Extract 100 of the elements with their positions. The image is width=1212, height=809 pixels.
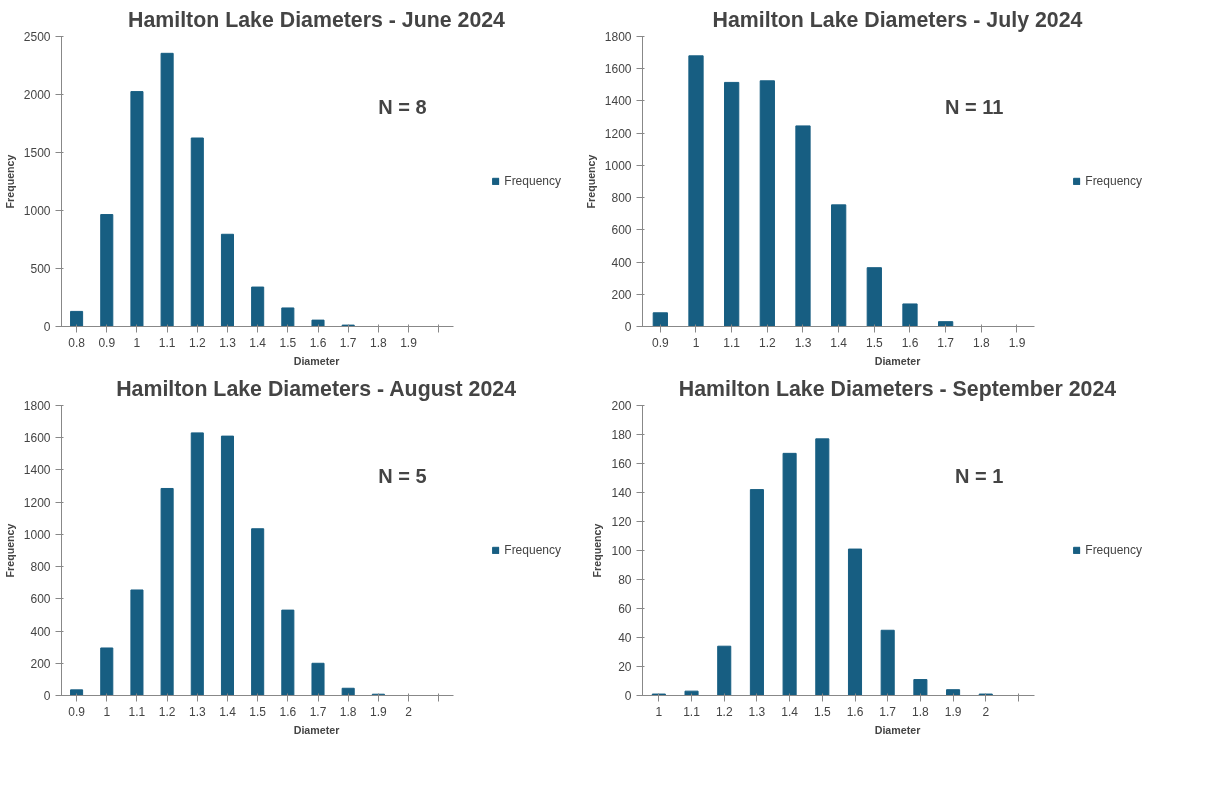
y-axis-title: Frequency bbox=[591, 523, 604, 578]
y-tick-label: 1000 bbox=[604, 158, 632, 173]
x-tick-label: 1 bbox=[655, 704, 663, 719]
y-tick-label: 1800 bbox=[604, 30, 632, 44]
x-tick-label: 1 bbox=[103, 704, 111, 719]
x-tick-label: 1.4 bbox=[219, 704, 237, 719]
x-tick-label: 1.7 bbox=[879, 704, 897, 719]
x-tick-label: 2 bbox=[405, 704, 413, 719]
y-axis-title: Frequency bbox=[584, 154, 597, 209]
x-tick-label: 0.8 bbox=[68, 335, 86, 350]
y-tick-label: 20 bbox=[618, 660, 632, 674]
y-tick-label: 0 bbox=[43, 320, 51, 334]
annotation: N = 8 bbox=[378, 95, 427, 118]
y-tick-label: 1500 bbox=[23, 146, 51, 160]
y-tick-label: 500 bbox=[30, 262, 51, 276]
x-axis-title: Diameter bbox=[293, 354, 340, 367]
legend-label: Frequency bbox=[1085, 543, 1142, 557]
y-tick-label: 400 bbox=[30, 624, 51, 639]
x-tick-label: 1.1 bbox=[158, 335, 176, 350]
y-tick-label: 200 bbox=[611, 287, 632, 302]
x-tick-label: 1.5 bbox=[865, 335, 883, 350]
x-tick-label: 2 bbox=[982, 704, 990, 719]
y-tick-label: 1400 bbox=[23, 463, 51, 478]
x-tick-label: 1.9 bbox=[1008, 335, 1026, 350]
x-axis-title: Diameter bbox=[293, 723, 340, 736]
y-tick-label: 600 bbox=[30, 592, 51, 607]
y-tick-label: 120 bbox=[611, 515, 632, 529]
x-tick-label: 1.6 bbox=[309, 335, 327, 350]
y-tick-label: 800 bbox=[30, 560, 51, 575]
x-tick-label: 1.8 bbox=[972, 335, 990, 350]
x-tick-label: 1.3 bbox=[794, 335, 812, 350]
x-tick-label: 1.6 bbox=[901, 335, 919, 350]
x-tick-label: 1.2 bbox=[758, 335, 776, 350]
y-tick-label: 600 bbox=[611, 223, 632, 238]
x-tick-label: 0.9 bbox=[651, 335, 669, 350]
y-tick-label: 1600 bbox=[604, 62, 632, 77]
y-tick-label: 1200 bbox=[23, 495, 51, 510]
annotation: N = 1 bbox=[955, 464, 1004, 487]
x-tick-label: 1.1 bbox=[723, 335, 741, 350]
chart-title: Hamilton Lake Diameters - September 2024 bbox=[678, 376, 1117, 401]
y-tick-label: 1200 bbox=[604, 126, 632, 141]
y-tick-label: 1600 bbox=[23, 431, 51, 446]
y-tick-label: 0 bbox=[43, 689, 51, 703]
y-tick-label: 0 bbox=[624, 320, 632, 334]
chart-title: Hamilton Lake Diameters - June 2024 bbox=[128, 7, 506, 32]
y-tick-label: 160 bbox=[611, 457, 632, 471]
y-axis-title: Frequency bbox=[3, 154, 16, 209]
x-tick-label: 1.1 bbox=[683, 704, 701, 719]
y-tick-label: 1800 bbox=[23, 399, 51, 413]
x-tick-label: 1.2 bbox=[188, 335, 206, 350]
x-tick-label: 1.3 bbox=[748, 704, 766, 719]
x-tick-label: 1.1 bbox=[128, 704, 146, 719]
y-tick-label: 1000 bbox=[23, 204, 51, 218]
x-axis-title: Diameter bbox=[874, 723, 921, 736]
x-tick-label: 0.9 bbox=[98, 335, 116, 350]
x-tick-label: 1.3 bbox=[219, 335, 237, 350]
x-tick-label: 1.7 bbox=[309, 704, 327, 719]
y-tick-label: 1400 bbox=[604, 94, 632, 109]
y-tick-label: 200 bbox=[30, 656, 51, 671]
x-tick-label: 1.8 bbox=[912, 704, 930, 719]
chart-title: Hamilton Lake Diameters - August 2024 bbox=[116, 376, 517, 401]
y-tick-label: 2000 bbox=[23, 88, 51, 102]
y-tick-label: 180 bbox=[611, 428, 632, 442]
y-tick-label: 400 bbox=[611, 255, 632, 270]
x-tick-label: 1.9 bbox=[400, 335, 418, 350]
annotation: N = 5 bbox=[378, 464, 427, 487]
x-tick-label: 1.7 bbox=[937, 335, 955, 350]
x-axis-title: Diameter bbox=[874, 354, 921, 367]
annotation: N = 11 bbox=[944, 95, 1004, 118]
legend-label: Frequency bbox=[1085, 174, 1142, 188]
x-tick-label: 1.4 bbox=[249, 335, 267, 350]
x-tick-label: 1.9 bbox=[944, 704, 962, 719]
x-tick-label: 1.2 bbox=[158, 704, 176, 719]
y-tick-label: 40 bbox=[618, 631, 632, 645]
y-tick-label: 140 bbox=[611, 486, 632, 500]
x-tick-label: 1 bbox=[133, 335, 141, 350]
y-tick-label: 0 bbox=[624, 689, 632, 703]
x-tick-label: 1.6 bbox=[279, 704, 297, 719]
y-axis-title: Frequency bbox=[3, 523, 16, 578]
y-tick-label: 80 bbox=[618, 573, 632, 587]
legend-label: Frequency bbox=[504, 174, 561, 188]
x-tick-label: 1.7 bbox=[339, 335, 357, 350]
x-tick-label: 1.8 bbox=[339, 704, 357, 719]
x-tick-label: 1.3 bbox=[188, 704, 206, 719]
y-tick-label: 2500 bbox=[23, 30, 51, 44]
x-tick-label: 1.4 bbox=[781, 704, 799, 719]
y-tick-label: 800 bbox=[611, 191, 632, 206]
x-tick-label: 1.5 bbox=[813, 704, 831, 719]
y-tick-label: 100 bbox=[611, 544, 632, 558]
x-tick-label: 1.2 bbox=[715, 704, 733, 719]
x-tick-label: 0.9 bbox=[68, 704, 86, 719]
y-tick-label: 60 bbox=[618, 602, 632, 616]
x-tick-label: 1.4 bbox=[830, 335, 848, 350]
x-tick-label: 1.5 bbox=[249, 704, 267, 719]
x-tick-label: 1.9 bbox=[370, 704, 388, 719]
y-tick-label: 1000 bbox=[23, 527, 51, 542]
y-tick-label: 200 bbox=[611, 399, 632, 413]
chart-title: Hamilton Lake Diameters - July 2024 bbox=[712, 7, 1083, 32]
legend-label: Frequency bbox=[504, 543, 561, 557]
x-tick-label: 1.6 bbox=[846, 704, 864, 719]
